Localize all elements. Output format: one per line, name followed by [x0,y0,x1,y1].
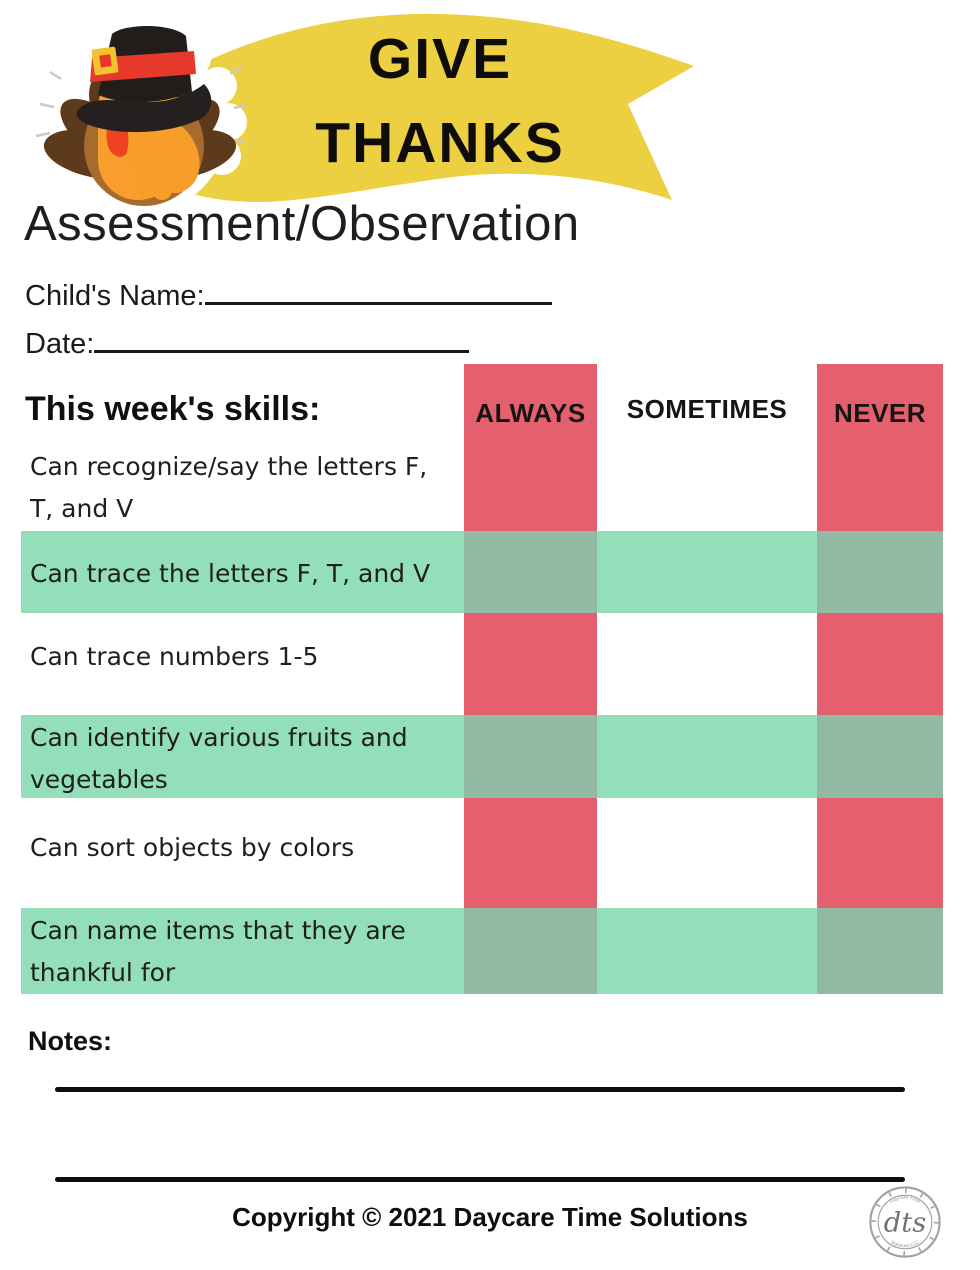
child-name-field: Child's Name: [25,276,552,313]
column-header-sometimes: SOMETIMES [626,394,788,424]
banner-title-line2: THANKS [315,111,565,175]
column-header-always: ALWAYS [475,398,586,428]
row-column-overlap [464,908,597,994]
svg-text:Solutions LLC: Solutions LLC [890,1239,921,1249]
page-title: Assessment/Observation [24,197,580,251]
child-name-blank-line [204,276,552,305]
skill-row-label: Can identify various fruits and vegetabl… [30,723,408,794]
child-name-label: Child's Name: [25,280,205,312]
skills-header: This week's skills: [25,390,321,428]
dts-logo: Daycare Time Solutions LLC dts [869,1186,941,1258]
svg-text:Daycare Time: Daycare Time [889,1195,921,1205]
logo-tick-marks [871,1188,939,1256]
copyright-text: Copyright © 2021 Daycare Time Solutions [232,1202,748,1232]
turkey-icon [33,21,247,210]
row-column-overlap [817,715,943,798]
notes-line [55,1177,905,1182]
row-column-overlap [817,531,943,613]
banner-title-line1: GIVE [367,27,513,91]
notes-line [55,1087,905,1092]
skill-row-label: Can trace numbers 1-5 [30,642,319,671]
row-column-overlap [817,908,943,994]
logo-arc-top: Daycare Time [889,1195,921,1205]
row-column-overlap [464,715,597,798]
logo-monogram: dts [884,1208,926,1239]
date-field: Date: [25,324,470,361]
always-column-band [464,364,597,994]
never-column-band [817,364,943,994]
skill-row-label: Can name items that they are thankful fo… [30,916,406,987]
date-label: Date: [25,328,95,360]
banner-ribbon-shape [151,13,694,203]
notes-label: Notes: [28,1026,113,1056]
pilgrim-hat-icon [76,25,212,133]
banner-flag [151,13,694,203]
row-column-overlap [464,531,597,613]
skill-row-label: Can trace the letters F, T, and V [30,559,431,588]
skill-row-label: Can recognize/say the letters F, T, and … [30,452,428,523]
turkey-wing [128,115,200,200]
column-header-never: NEVER [833,398,927,428]
skill-row-label: Can sort objects by colors [30,833,355,862]
date-blank-line [94,324,470,353]
logo-arc-bottom: Solutions LLC [890,1239,921,1249]
